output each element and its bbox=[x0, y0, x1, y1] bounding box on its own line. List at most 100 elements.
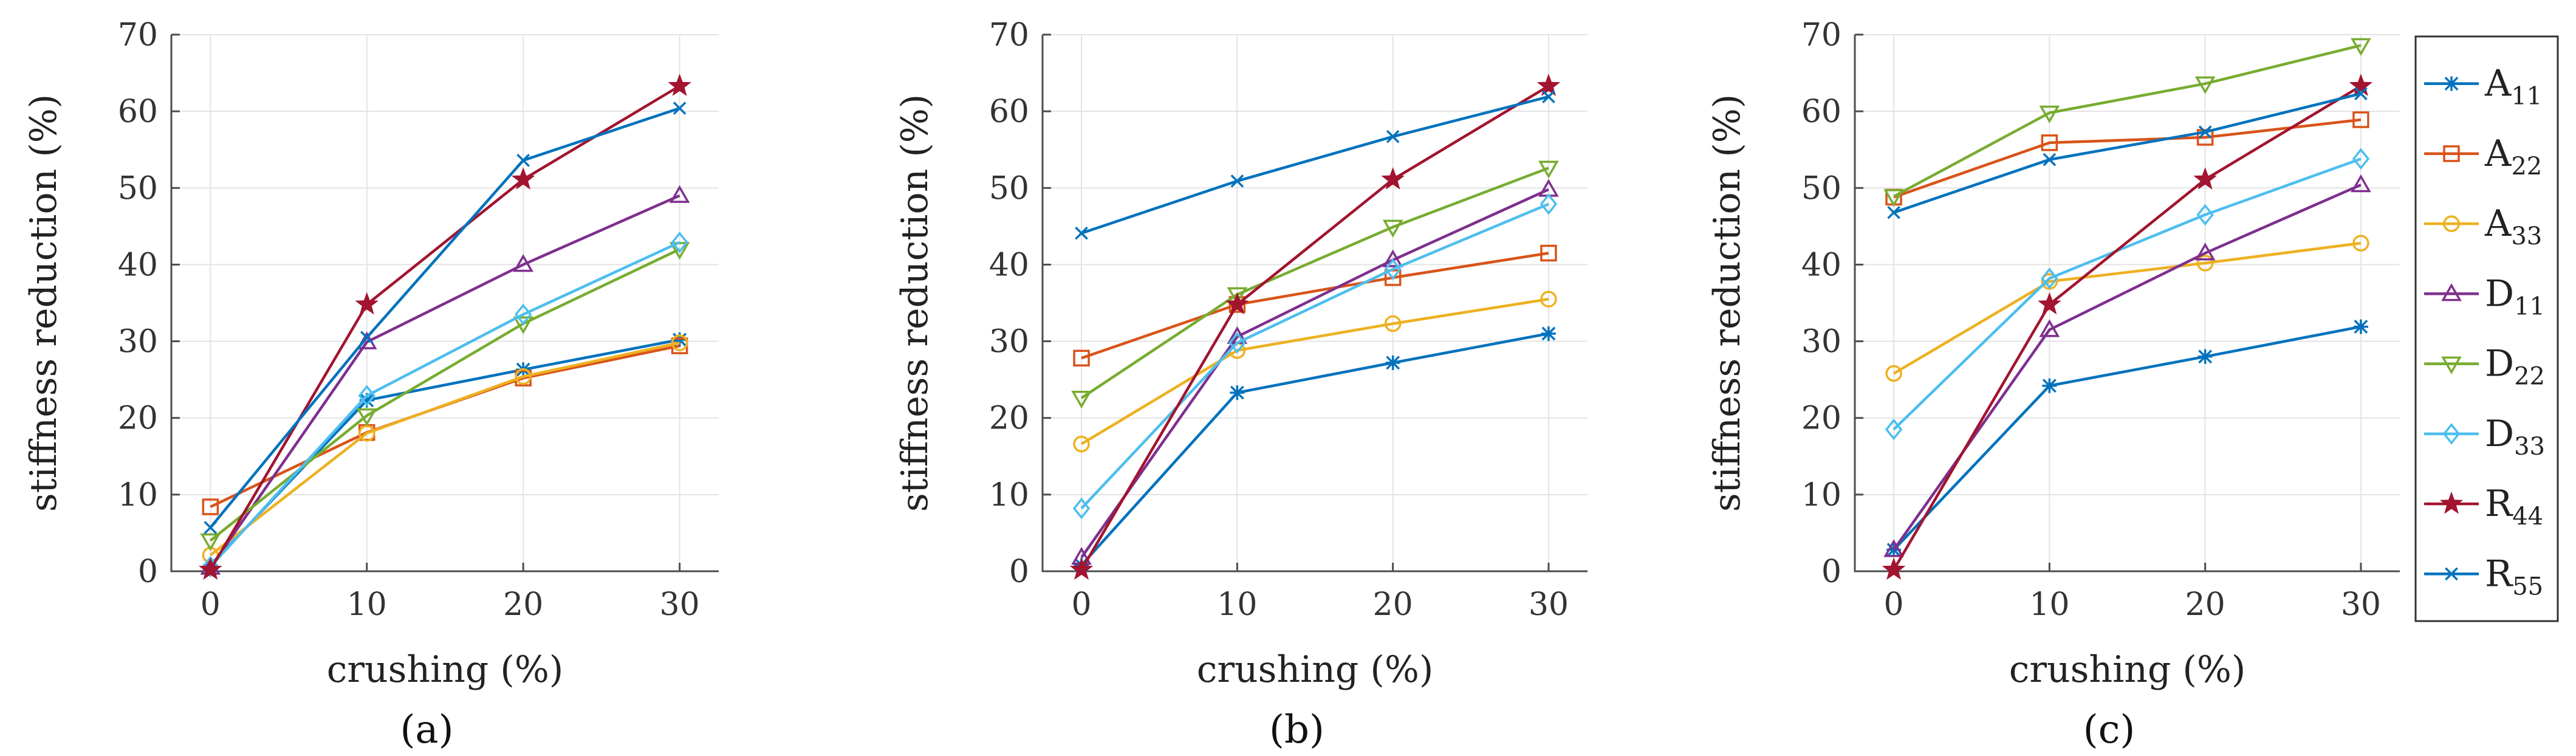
series-line-A33 bbox=[210, 341, 680, 557]
data-point-R44 bbox=[2193, 167, 2217, 190]
series-A33 bbox=[1885, 235, 2369, 382]
y-tick-label: 20 bbox=[989, 400, 1029, 437]
data-point-A11 bbox=[672, 332, 687, 348]
series-line-D11 bbox=[209, 194, 680, 568]
data-point-D22 bbox=[2039, 105, 2060, 123]
data-point-D11 bbox=[513, 254, 534, 272]
series-line-R55 bbox=[1081, 95, 1549, 235]
series-D33 bbox=[1072, 193, 1558, 520]
series-line-R44 bbox=[1080, 84, 1550, 571]
series-line-R44 bbox=[1893, 84, 2362, 571]
data-point-D22 bbox=[2194, 76, 2216, 95]
legend-label: D11 bbox=[2485, 272, 2545, 320]
legend-entry-A11: A11 bbox=[2424, 63, 2542, 111]
legend-label-subscript: 33 bbox=[2511, 222, 2542, 250]
series-line-A33 bbox=[1893, 241, 2362, 375]
data-point-R55 bbox=[204, 521, 218, 534]
y-tick-label: 50 bbox=[1801, 170, 1841, 207]
legend-box bbox=[2414, 35, 2559, 622]
data-point-A22 bbox=[2196, 129, 2214, 146]
data-point-R44 bbox=[1381, 167, 1405, 190]
series-D33 bbox=[1885, 148, 2370, 441]
series-R55 bbox=[1075, 90, 1555, 240]
legend-marker-A22 bbox=[2443, 145, 2460, 162]
data-point-D33 bbox=[2352, 148, 2370, 170]
y-tick-label: 30 bbox=[989, 324, 1029, 360]
legend-marker-A11 bbox=[2444, 76, 2459, 91]
y-tick-label: 30 bbox=[1801, 324, 1841, 360]
data-point-D11 bbox=[2039, 319, 2060, 337]
legend-label-subscript: 11 bbox=[2511, 83, 2542, 111]
legend-entry-D11: D11 bbox=[2424, 272, 2545, 320]
series-line-A22 bbox=[1893, 118, 2362, 199]
legend-marker-D33 bbox=[2442, 423, 2461, 445]
series-A11 bbox=[1886, 319, 2368, 557]
y-tick-label: 50 bbox=[118, 170, 158, 207]
data-point-A33 bbox=[671, 334, 688, 351]
legend-label-subscript: 22 bbox=[2511, 153, 2542, 180]
data-point-A33 bbox=[2196, 255, 2214, 272]
data-point-A11 bbox=[1230, 385, 1245, 400]
series-line-D22 bbox=[1893, 44, 2362, 198]
data-point-R44 bbox=[2038, 292, 2061, 315]
legend-marker-R55 bbox=[2445, 567, 2458, 581]
data-point-D33 bbox=[358, 385, 376, 407]
legend-label-base: D bbox=[2485, 343, 2514, 385]
series-D22 bbox=[1883, 38, 2371, 207]
data-point-R44 bbox=[668, 74, 691, 96]
series-line-D33 bbox=[1893, 157, 2362, 431]
legend-label: D22 bbox=[2485, 343, 2545, 391]
y-tick-label: 70 bbox=[118, 17, 158, 53]
series-line-A11 bbox=[1893, 325, 2362, 551]
legend-marker-R44 bbox=[2439, 491, 2464, 514]
data-point-D22 bbox=[1382, 219, 1403, 238]
data-point-A11 bbox=[359, 393, 374, 408]
legend-entry-A33: A33 bbox=[2424, 202, 2542, 250]
data-point-R55 bbox=[2198, 125, 2212, 139]
data-point-A22 bbox=[1540, 244, 1557, 262]
x-tick-label: 0 bbox=[200, 586, 221, 623]
data-point-A11 bbox=[2197, 349, 2213, 364]
data-point-R55 bbox=[1887, 205, 1900, 219]
legend-label: R55 bbox=[2485, 552, 2543, 600]
legend-marker-D22 bbox=[2441, 356, 2462, 374]
series-R55 bbox=[204, 101, 687, 534]
data-point-R44 bbox=[2349, 74, 2373, 96]
data-point-D11 bbox=[669, 185, 690, 203]
data-point-D22 bbox=[513, 316, 534, 334]
legend-label-base: A bbox=[2484, 63, 2512, 105]
chart-panel-c: 0 10 20 30 40 50 60 70 0 10 20 30 crushing (%) stiffn… bbox=[1706, 17, 2400, 752]
data-point-R44 bbox=[511, 167, 535, 190]
data-point-D33 bbox=[2041, 267, 2058, 289]
data-point-R55 bbox=[1386, 129, 1400, 143]
data-point-D33 bbox=[1228, 332, 1246, 354]
y-tick-label: 40 bbox=[989, 247, 1029, 283]
data-point-A11 bbox=[2353, 319, 2368, 334]
panel-label: (b) bbox=[1269, 707, 1324, 752]
legend-label-base: R bbox=[2485, 552, 2513, 595]
data-point-A22 bbox=[202, 498, 219, 515]
x-tick-label: 30 bbox=[660, 586, 700, 623]
legend-label-subscript: 33 bbox=[2514, 433, 2545, 461]
series-line-D22 bbox=[1080, 167, 1549, 399]
series-line-A11 bbox=[1080, 332, 1549, 566]
x-tick-label: 10 bbox=[2029, 586, 2069, 623]
data-point-D33 bbox=[671, 232, 688, 253]
legend-label-base: R bbox=[2485, 483, 2513, 525]
x-tick-label: 0 bbox=[1072, 586, 1092, 623]
data-point-R44 bbox=[1882, 557, 1906, 580]
data-point-A33 bbox=[1885, 365, 1902, 382]
chart-panel-a: 0 10 20 30 40 50 60 70 0 10 20 30 crushing (%) stiffn… bbox=[22, 17, 719, 752]
y-tick-label: 20 bbox=[1801, 400, 1841, 437]
series-R44 bbox=[1882, 74, 2373, 580]
legend-label-base: A bbox=[2484, 202, 2512, 245]
data-point-A33 bbox=[1540, 290, 1557, 308]
y-axis-title: stiffness reduction (%) bbox=[1706, 94, 1749, 512]
data-point-R55 bbox=[360, 331, 374, 345]
series-line-R44 bbox=[209, 84, 680, 571]
legend-label-base: D bbox=[2485, 272, 2514, 315]
data-point-A22 bbox=[2352, 111, 2369, 128]
x-tick-label: 20 bbox=[503, 586, 543, 623]
data-point-A33 bbox=[2352, 235, 2369, 252]
